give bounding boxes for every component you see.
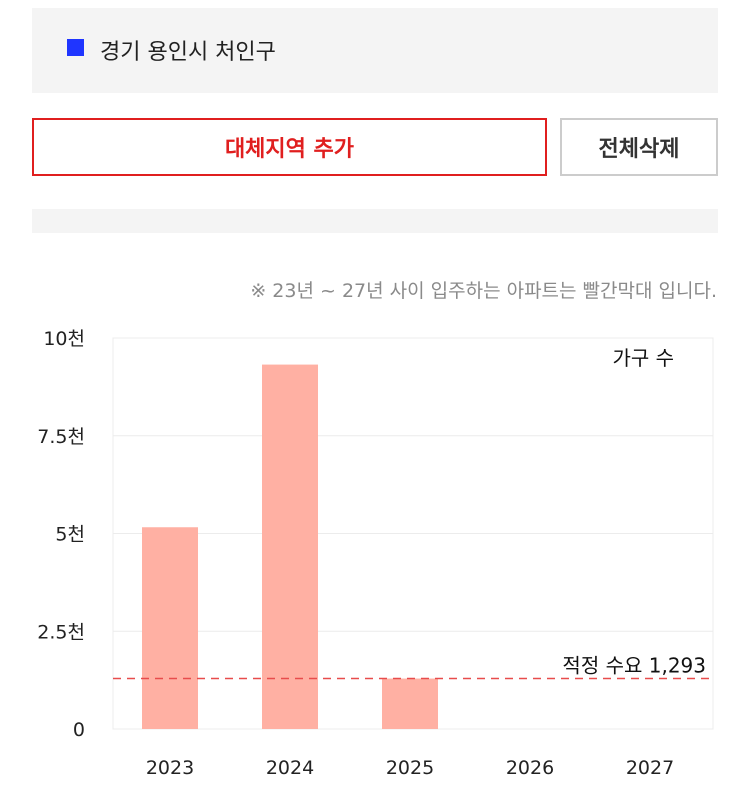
bar: [262, 364, 318, 729]
region-card: 경기 용인시 처인구: [32, 8, 718, 93]
bar: [382, 678, 438, 729]
region-name: 경기 용인시 처인구: [100, 40, 276, 65]
bar: [142, 527, 198, 729]
supply-bar-chart: 0 2.5천 5천 7.5천 10천 2023 2024 2025 2026 2027 적정 수요 …: [37, 328, 714, 779]
y-tick-label: 7.5천: [37, 426, 85, 448]
demand-reference-label: 적정 수요 1,293: [562, 653, 706, 677]
chart-note: ※ 23년 ~ 27년 사이 입주하는 아파트는 빨간막대 입니다.: [250, 280, 717, 302]
legend-label: 가구 수: [612, 346, 674, 370]
x-tick-label: 2026: [506, 757, 554, 779]
section-divider: [32, 209, 718, 233]
x-tick-label: 2023: [146, 757, 194, 779]
clear-all-button[interactable]: 전체삭제: [560, 118, 718, 176]
y-tick-label: 5천: [55, 524, 85, 546]
y-tick-label: 2.5천: [37, 621, 85, 643]
x-tick-label: 2027: [626, 757, 674, 779]
y-tick-label: 10천: [43, 328, 85, 350]
x-tick-label: 2025: [386, 757, 434, 779]
y-tick-label: 0: [73, 719, 85, 741]
x-tick-label: 2024: [266, 757, 314, 779]
region-color-marker: [67, 39, 84, 56]
add-alternative-region-button[interactable]: 대체지역 추가: [32, 118, 547, 176]
